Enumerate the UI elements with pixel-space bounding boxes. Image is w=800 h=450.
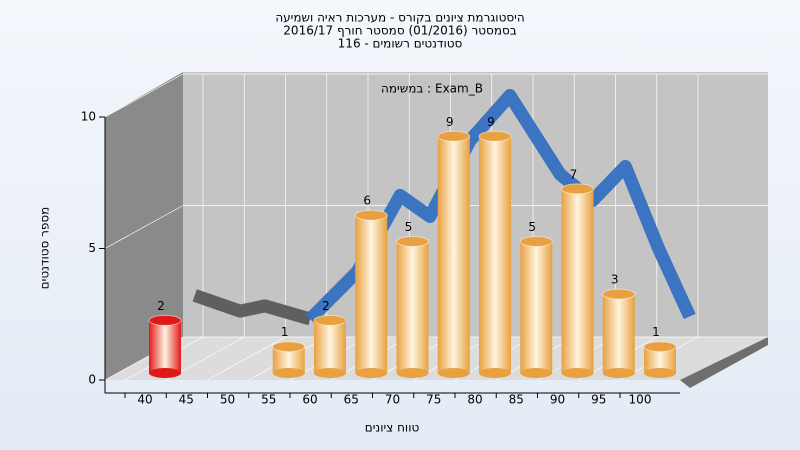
bar-top xyxy=(602,288,636,300)
data-label: 9 xyxy=(487,115,495,129)
x-tick-label: 85 xyxy=(509,393,524,407)
x-tick-label: 80 xyxy=(467,393,482,407)
bar-bottom xyxy=(602,368,635,378)
x-tick-label: 60 xyxy=(302,393,317,407)
data-label: 3 xyxy=(611,273,619,287)
bar-bottom xyxy=(149,368,181,378)
data-label: 2 xyxy=(157,299,165,313)
chart-title: היסטוגרמת ציונים בקורס - מערכות ראיה ושמ… xyxy=(275,11,524,25)
bar-bottom xyxy=(272,368,305,378)
bar-bottom xyxy=(561,368,594,378)
bar xyxy=(355,215,388,373)
bar-top xyxy=(519,236,553,247)
x-tick-label: 40 xyxy=(137,393,152,407)
x-tick-label: 95 xyxy=(591,393,606,407)
grid-line xyxy=(104,73,184,118)
bar xyxy=(602,294,635,373)
y-tick-label: 0 xyxy=(88,373,96,387)
left-wall xyxy=(105,72,183,380)
bar-top xyxy=(478,130,512,142)
y-tick-label: 10 xyxy=(81,110,96,124)
x-tick-label: 50 xyxy=(220,393,235,407)
floor xyxy=(105,337,768,380)
chart-title: בסמסטר (01/2016) סמסטר חורף 2016/17 xyxy=(283,24,516,38)
bar-bottom xyxy=(355,368,388,378)
data-label: 6 xyxy=(363,194,371,208)
bar-top xyxy=(354,209,388,221)
bar xyxy=(437,136,470,373)
bar xyxy=(149,320,181,373)
bar xyxy=(520,241,553,373)
x-tick-label: 55 xyxy=(261,393,276,407)
bar-top xyxy=(396,236,429,247)
bar-top xyxy=(643,341,677,353)
bar xyxy=(479,136,511,373)
bar-top xyxy=(272,341,306,353)
x-tick-label: 45 xyxy=(179,393,194,407)
bar-bottom xyxy=(520,368,553,378)
x-tick-label: 70 xyxy=(385,393,400,407)
y-tick-label: 5 xyxy=(88,241,96,255)
data-label: 1 xyxy=(652,325,660,339)
bar-bottom xyxy=(314,368,346,378)
y-axis-label: מספר סטודנטים xyxy=(38,207,52,290)
bar-bottom xyxy=(479,368,511,378)
grid-line xyxy=(104,205,184,249)
bars: 2 1 2 6 5 9 9 5 7 3 1 xyxy=(148,115,677,378)
curve xyxy=(192,289,313,326)
bar-top xyxy=(313,314,347,326)
chart-title: סטודנטים רשומים - 116 xyxy=(338,37,463,51)
x-tick-label: 100 xyxy=(629,393,652,407)
bar xyxy=(396,241,429,373)
data-label: 2 xyxy=(322,299,330,313)
annotation: במשימה : Exam_B xyxy=(381,82,483,96)
back-wall xyxy=(183,72,768,337)
data-label: 7 xyxy=(570,167,578,181)
bar-bottom xyxy=(396,368,429,378)
x-axis-label: טווח ציונים xyxy=(365,421,420,435)
bar-bottom xyxy=(437,368,470,378)
bar xyxy=(561,188,594,373)
data-label: 5 xyxy=(405,220,413,234)
grid-line xyxy=(207,336,286,381)
bar-bottom xyxy=(644,368,676,378)
bar-top xyxy=(148,314,182,326)
bar xyxy=(314,320,346,373)
x-tick-label: 90 xyxy=(550,393,565,407)
data-label: 1 xyxy=(281,325,289,339)
bar-top xyxy=(437,130,471,142)
x-tick-label: 75 xyxy=(426,393,441,407)
x-tick-label: 65 xyxy=(344,393,359,407)
bar-top xyxy=(561,183,594,195)
data-label: 9 xyxy=(446,115,454,129)
data-label: 5 xyxy=(528,220,536,234)
floor-edge xyxy=(680,337,768,388)
